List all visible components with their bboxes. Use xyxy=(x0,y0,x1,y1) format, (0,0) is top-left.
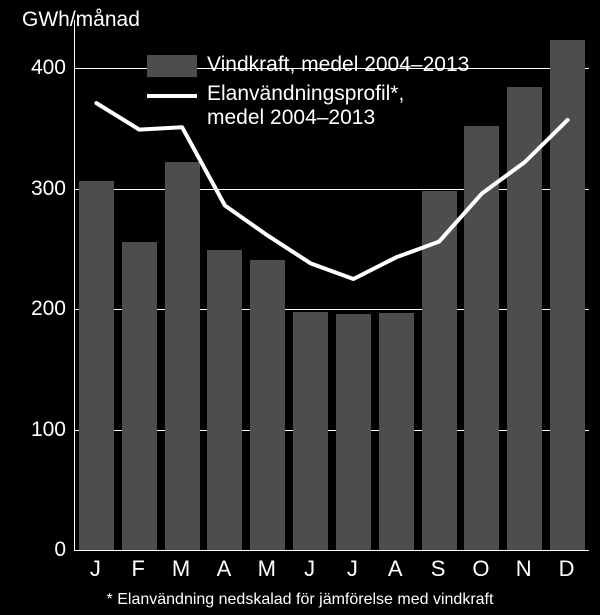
y-tick-label: 400 xyxy=(6,56,66,80)
x-tick-label: A xyxy=(204,556,244,582)
x-tick-label: F xyxy=(118,556,158,582)
x-tick-label: J xyxy=(75,556,115,582)
x-tick-label: J xyxy=(290,556,330,582)
footnote: * Elanvändning nedskalad för jämförelse … xyxy=(0,591,600,609)
x-tick-label: J xyxy=(332,556,372,582)
x-tick-label: O xyxy=(461,556,501,582)
x-tick-label: M xyxy=(161,556,201,582)
legend-line-label-2: medel 2004–2013 xyxy=(207,106,375,130)
x-tick-label: A xyxy=(375,556,415,582)
y-tick-label: 300 xyxy=(6,177,66,201)
x-tick-label: D xyxy=(547,556,587,582)
x-tick-label: M xyxy=(247,556,287,582)
legend-line-swatch xyxy=(147,94,197,98)
legend-bar-swatch xyxy=(147,55,197,77)
chart-container: GWh/månad 0100200300400 JFMAMJJASOND Vin… xyxy=(0,0,600,615)
y-tick-label: 0 xyxy=(6,538,66,562)
legend-line-label-1: Elanvändningsprofil*, xyxy=(207,82,404,106)
legend-bar-label: Vindkraft, medel 2004–2013 xyxy=(207,53,469,77)
y-tick-label: 100 xyxy=(6,418,66,442)
y-tick-label: 200 xyxy=(6,297,66,321)
x-tick-label: S xyxy=(418,556,458,582)
x-tick-label: N xyxy=(504,556,544,582)
